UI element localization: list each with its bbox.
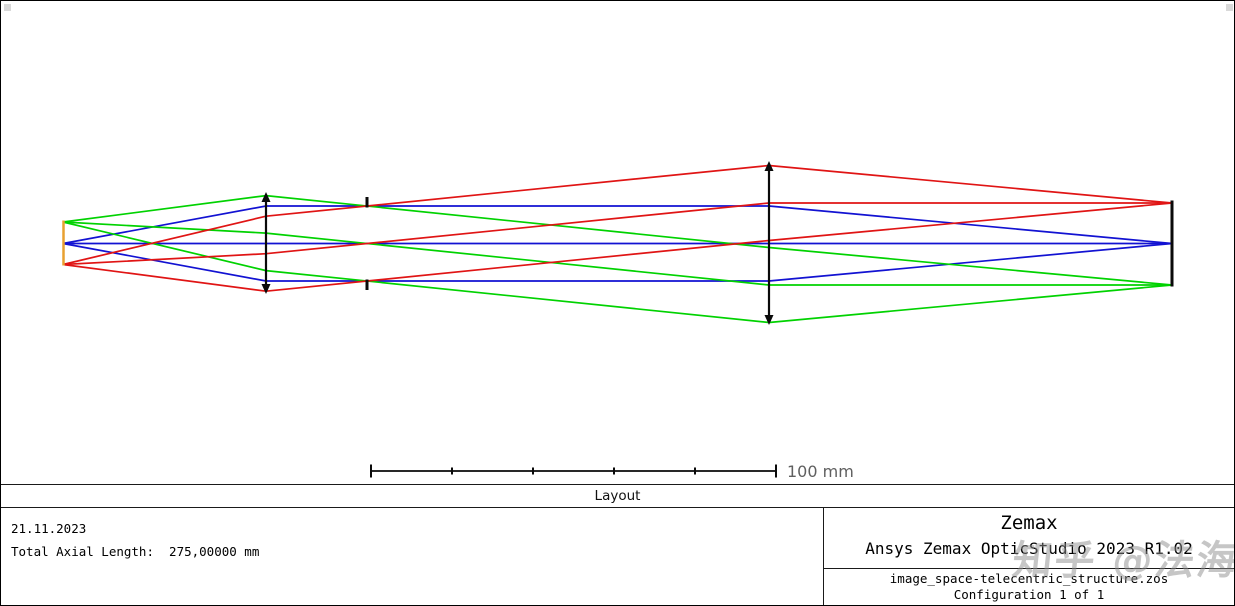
- view-label: Layout: [594, 488, 641, 504]
- file-name-label: image_space-telecentric_structure.zos: [889, 571, 1169, 586]
- ray-bottom-field: [62, 164, 1173, 266]
- optical-layout-svg: 100 mm: [62, 161, 1174, 481]
- corner-artifact: [4, 4, 11, 11]
- title-block-divider: [824, 568, 1234, 569]
- ray-axis-field: [62, 205, 1173, 245]
- ideal-lens-1-bottom-arrowhead: [261, 284, 271, 294]
- ray-axis-field: [62, 242, 1173, 282]
- date-label: 21.11.2023: [11, 521, 87, 536]
- brand-title: Zemax: [1000, 512, 1058, 534]
- ray-top-field: [62, 221, 1173, 324]
- scale-bar-label: 100 mm: [787, 462, 854, 481]
- optical-layout-canvas[interactable]: 100 mm: [1, 1, 1234, 484]
- brand-subtitle: Ansys Zemax OpticStudio 2023 R1.02: [865, 539, 1193, 558]
- corner-artifact: [1226, 4, 1233, 11]
- footer-title-block: Zemax Ansys Zemax OpticStudio 2023 R1.02…: [823, 508, 1234, 605]
- annotation-footer: 21.11.2023 Total Axial Length: 275,00000…: [1, 508, 1234, 605]
- configuration-label: Configuration 1 of 1: [953, 587, 1105, 602]
- footer-left-panel: 21.11.2023 Total Axial Length: 275,00000…: [1, 508, 823, 605]
- ray-top-field: [62, 221, 1172, 286]
- ideal-lens-2-top-arrowhead: [764, 161, 774, 171]
- ray-bottom-field: [62, 202, 1173, 293]
- ideal-lens-2-bottom-arrowhead: [764, 315, 774, 325]
- ray-top-field: [62, 194, 1173, 286]
- ray-bottom-field: [62, 202, 1172, 266]
- total-axial-length-label: Total Axial Length: 275,00000 mm: [11, 544, 260, 559]
- layout-title-bar: Layout: [1, 484, 1234, 508]
- ideal-lens-1-top-arrowhead: [261, 192, 271, 202]
